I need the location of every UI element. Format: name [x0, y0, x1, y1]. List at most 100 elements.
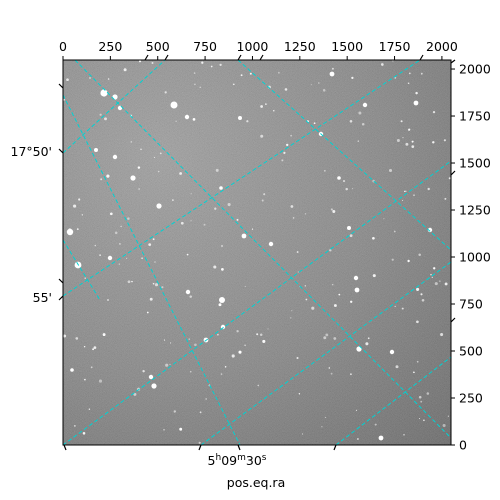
star-faint-14: [84, 277, 86, 279]
star-faint-180: [325, 333, 329, 337]
star-bright-27: [378, 435, 384, 441]
wcs-tick-0: [58, 83, 64, 89]
star-faint-16: [99, 113, 102, 116]
star-faint-115: [92, 348, 95, 351]
star-faint-150: [345, 187, 348, 191]
star-faint-27: [365, 342, 369, 346]
star-faint-37: [256, 333, 259, 336]
star-faint-200: [194, 343, 197, 347]
star-faint-86: [403, 433, 405, 436]
star-faint-133: [355, 409, 358, 411]
star-bright-7: [156, 203, 162, 209]
star-bright-2: [170, 101, 178, 109]
star-faint-130: [432, 141, 435, 144]
star-bright-28: [94, 148, 98, 152]
wcs-tick-8: [419, 54, 424, 61]
wcs-tick-1: [58, 148, 64, 154]
star-faint-18: [284, 88, 288, 91]
star-faint-34: [179, 172, 183, 175]
star-faint-191: [224, 366, 227, 368]
star-faint-230: [127, 280, 131, 284]
star-faint-211: [263, 193, 266, 196]
wcs-grid-line-8: [63, 239, 101, 301]
star-faint-225: [210, 65, 213, 68]
star-faint-147: [415, 91, 418, 95]
star-faint-109: [332, 210, 336, 213]
wcs-grid-line-0: [63, 60, 166, 154]
star-faint-175: [278, 71, 280, 74]
wcs-tick-4: [144, 54, 149, 61]
star-faint-136: [421, 298, 425, 302]
star-bright-34: [70, 368, 74, 372]
star-faint-226: [404, 190, 406, 193]
star-faint-185: [126, 257, 128, 259]
star-faint-155: [201, 61, 204, 64]
star-bright-19: [353, 275, 359, 281]
star-faint-210: [401, 199, 404, 201]
star-faint-159: [372, 236, 375, 240]
star-faint-146: [102, 333, 106, 337]
wcs-tick-9: [450, 59, 456, 64]
star-faint-223: [298, 393, 301, 395]
star-faint-96: [141, 257, 143, 260]
star-faint-32: [123, 68, 127, 72]
star-faint-142: [290, 317, 292, 319]
star-faint-58: [78, 198, 81, 201]
wcs-tick-12: [63, 444, 67, 451]
star-faint-122: [440, 332, 444, 337]
star-faint-161: [290, 134, 292, 137]
star-bright-23: [413, 100, 419, 106]
star-faint-1: [66, 78, 69, 82]
star-faint-202: [216, 333, 219, 336]
star-faint-45: [401, 307, 404, 310]
star-faint-170: [138, 188, 140, 190]
star-faint-7: [260, 134, 264, 138]
star-bright-22: [362, 102, 368, 108]
star-bright-16: [268, 241, 274, 247]
star-faint-134: [173, 410, 176, 413]
star-faint-193: [394, 305, 396, 308]
star-bright-15: [241, 233, 247, 239]
star-faint-213: [444, 197, 447, 200]
star-faint-196: [338, 293, 341, 296]
star-faint-220: [333, 304, 337, 307]
star-faint-137: [221, 268, 224, 271]
star-faint-153: [146, 311, 149, 314]
star-faint-29: [190, 220, 192, 222]
star-bright-30: [219, 186, 223, 190]
star-faint-57: [257, 384, 260, 387]
star-faint-201: [413, 371, 415, 374]
star-faint-81: [324, 416, 326, 418]
star-faint-217: [130, 141, 133, 143]
x-tick-label-8: 2000: [426, 39, 458, 54]
wcs-tick-6: [237, 54, 242, 61]
star-bright-17: [356, 346, 362, 352]
x-tick-label-0: 0: [59, 39, 67, 54]
star-faint-78: [75, 337, 79, 340]
star-faint-172: [357, 140, 359, 142]
star-faint-60: [127, 217, 130, 220]
star-faint-97: [153, 156, 155, 158]
star-faint-157: [291, 310, 293, 312]
star-faint-31: [367, 337, 370, 340]
star-faint-121: [236, 330, 239, 333]
star-faint-218: [236, 218, 239, 221]
star-faint-156: [434, 282, 438, 286]
star-faint-51: [420, 293, 423, 296]
star-faint-64: [213, 265, 217, 269]
wcs-grid-line-6: [237, 60, 451, 251]
star-faint-88: [305, 298, 308, 301]
star-faint-194: [296, 356, 299, 360]
star-faint-4: [193, 72, 196, 74]
star-faint-82: [349, 373, 352, 376]
star-faint-2: [416, 360, 419, 363]
star-faint-120: [179, 427, 183, 431]
star-faint-107: [311, 306, 315, 310]
star-faint-36: [411, 145, 415, 148]
star-faint-39: [163, 339, 166, 341]
star-faint-26: [322, 89, 326, 92]
star-faint-5: [396, 138, 400, 143]
star-faint-89: [203, 223, 206, 226]
star-faint-10: [331, 283, 334, 286]
x-tick-label-3: 750: [193, 39, 217, 54]
